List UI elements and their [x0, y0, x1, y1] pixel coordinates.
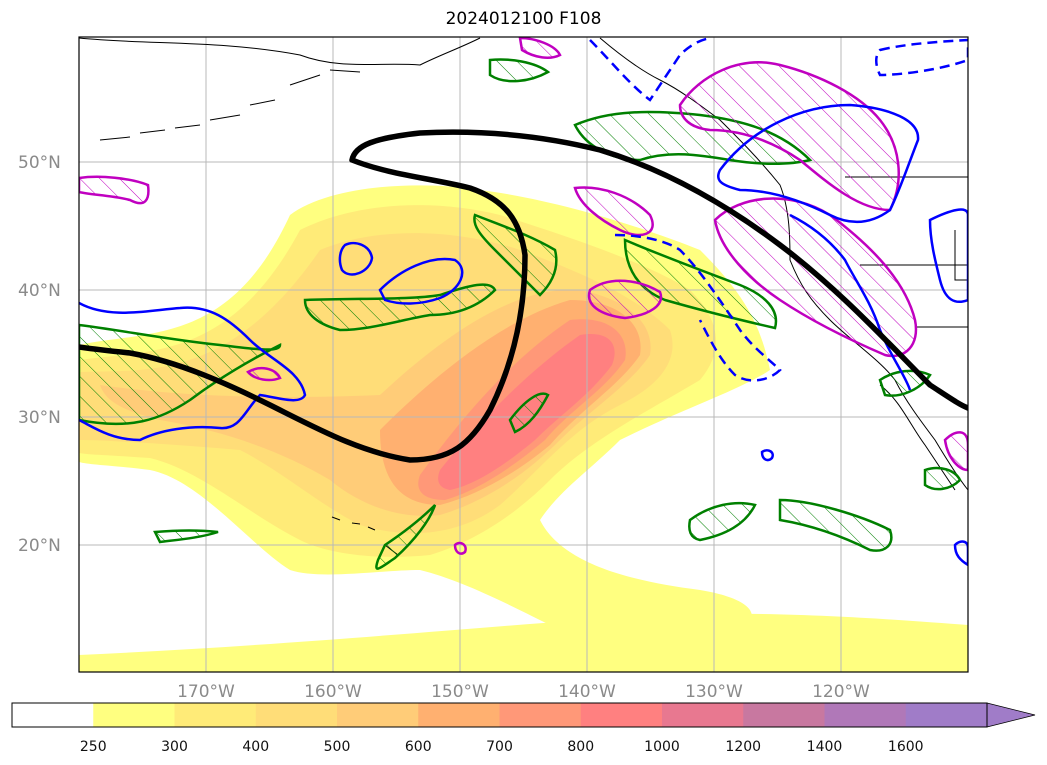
- colorbar-cell: [743, 703, 825, 727]
- colorbar-tick-label: 800: [567, 739, 594, 755]
- colorbar-cell: [337, 703, 419, 727]
- colorbar-tick-label: 500: [324, 739, 351, 755]
- blue-solid-small: [760, 449, 774, 462]
- blue-solid-loop-1: [378, 257, 464, 305]
- blue-solid-ne: [716, 103, 920, 224]
- magenta-region-small-3: [943, 431, 968, 472]
- lat-label-40: 40°N: [18, 281, 61, 301]
- lat-label-30: 30°N: [18, 408, 61, 428]
- blue-solid-baja: [953, 540, 968, 567]
- colorbar-cell: [499, 703, 582, 727]
- green-region-small-3: [878, 369, 932, 397]
- green-region-central: [303, 283, 497, 332]
- green-region-subtropical: [688, 501, 757, 542]
- lon-labels: 170°W 160°W 150°W 140°W 130°W 120°W: [177, 682, 870, 700]
- colorbar-tick-label: 1400: [807, 739, 843, 755]
- colorbar-tick-label: 600: [405, 739, 432, 755]
- colorbar-cell: [12, 703, 94, 727]
- colorbar-cell: [255, 703, 338, 727]
- colorbar-extend-arrow: [986, 702, 1036, 728]
- colorbar-cell: [174, 703, 257, 727]
- magenta-region-center: [587, 279, 663, 320]
- colorbar-cell: [580, 703, 663, 727]
- lat-label-20: 20°N: [18, 536, 61, 556]
- map-panel: 50°N 40°N 30°N 20°N 170°W 160°W 150°W 14…: [18, 36, 969, 700]
- map-frame: [78, 36, 969, 673]
- green-region-small-2: [488, 58, 551, 83]
- west-us-border: [845, 176, 968, 328]
- lon-label-130w: 130°W: [685, 682, 743, 700]
- lon-label-170w: 170°W: [177, 682, 235, 700]
- green-region-small-1: [508, 392, 550, 434]
- colorbar-tick-label: 400: [242, 739, 269, 755]
- colorbar-labels: 250 300 400 500 600 700 800 1000 1200 1400 1600: [80, 739, 924, 755]
- blue-solid-coast: [789, 213, 912, 391]
- colorbar-outline: [11, 702, 988, 728]
- green-region-se: [778, 498, 893, 552]
- lon-label-140w: 140°W: [558, 682, 616, 700]
- colorbar-cells: [12, 703, 988, 727]
- green-region-hawaii: [375, 504, 437, 570]
- lon-label-120w: 120°W: [812, 682, 870, 700]
- blue-solid-loop-2: [338, 241, 374, 276]
- colorbar-tick-label: 1000: [644, 739, 680, 755]
- jet-axis: [79, 129, 968, 463]
- lon-label-150w: 150°W: [431, 682, 489, 700]
- colorbar-cell: [662, 703, 744, 727]
- blue-solid-west: [79, 301, 307, 442]
- blue-dashed-north: [589, 37, 711, 102]
- colorbar-tick-label: 300: [161, 739, 188, 755]
- colorbar-cell: [824, 703, 907, 727]
- lon-label-160w: 160°W: [304, 682, 362, 700]
- magenta-region-west: [79, 175, 150, 205]
- ivt-250-bottom: [79, 613, 968, 672]
- magenta-region-small-4: [453, 541, 467, 555]
- colorbar-tick-label: 1600: [888, 739, 924, 755]
- colorbar-cell: [418, 703, 500, 727]
- green-region-west: [79, 323, 282, 426]
- lat-label-50: 50°N: [18, 153, 61, 173]
- green-region-small-5: [153, 529, 219, 544]
- colorbar-cell: [93, 703, 175, 727]
- magenta-region-small-2: [518, 37, 562, 59]
- green-hatched-contours: [79, 58, 962, 570]
- blue-solid-se: [928, 208, 968, 304]
- magenta-region-small-1: [246, 366, 282, 382]
- alaska-coast: [79, 37, 481, 66]
- green-region-north: [473, 213, 558, 297]
- blue-contours: [79, 37, 968, 567]
- magenta-region-mid: [573, 186, 654, 237]
- colorbar-tick-label: 250: [80, 739, 107, 755]
- colorbar-tick-label: 1200: [725, 739, 761, 755]
- green-region-small-4: [923, 466, 962, 491]
- lat-labels: 50°N 40°N 30°N 20°N: [18, 153, 61, 556]
- colorbar-tick-label: 700: [486, 739, 513, 755]
- map-title: 2024012100 F108: [445, 9, 602, 29]
- green-region-ne: [573, 110, 813, 165]
- aleutian-islands: [99, 69, 361, 141]
- blue-dashed-ne: [875, 38, 968, 77]
- hawaii-islands: [331, 516, 399, 556]
- colorbar-cell: [905, 703, 988, 727]
- blue-dashed-east: [614, 233, 782, 382]
